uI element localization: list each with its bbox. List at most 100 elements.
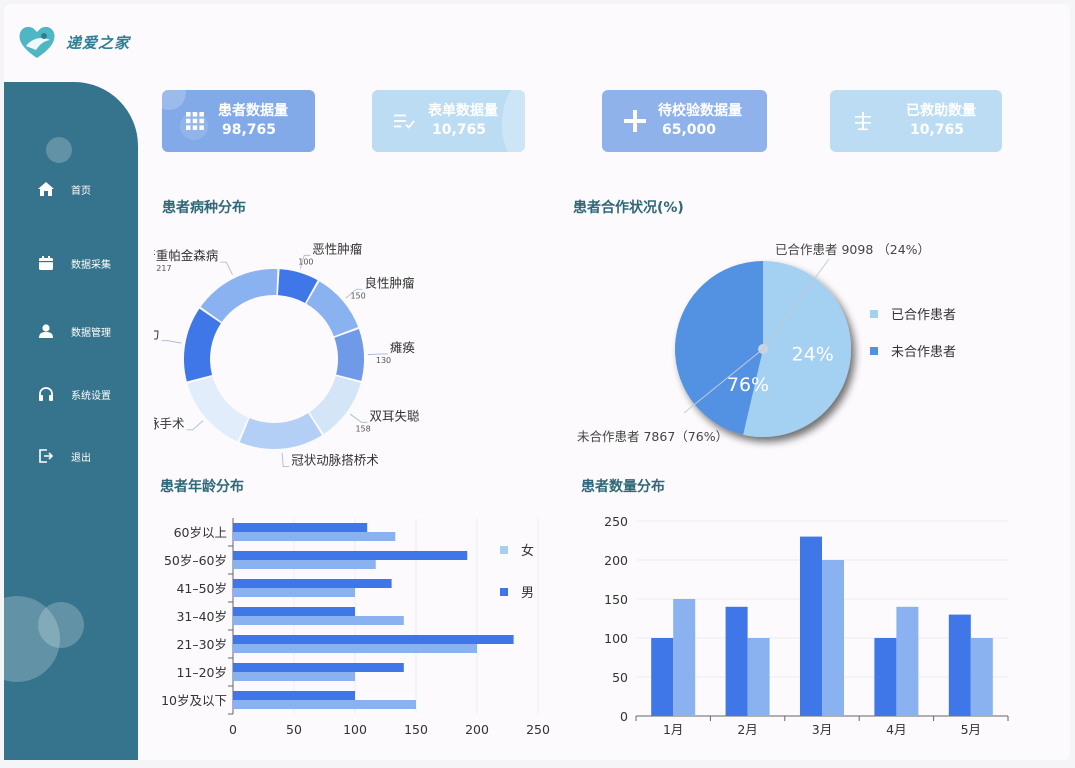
donut-leader-line	[345, 288, 363, 299]
bar-male	[233, 579, 392, 588]
x-tick-label: 0	[229, 722, 237, 737]
donut-slice-value: 150	[350, 291, 365, 300]
logout-icon	[36, 446, 56, 466]
stat-card-text: 表单数据量 10,765	[428, 102, 498, 140]
donut-slice-value: 158	[355, 424, 370, 433]
donut-slice	[309, 376, 361, 434]
stat-card-patients[interactable]: 患者数据量 98,765	[162, 90, 315, 152]
section-title-disease: 患者病种分布	[162, 200, 246, 216]
pie-legend-label: 已合作患者	[891, 308, 956, 323]
donut-leader-line	[281, 452, 290, 468]
pie-callout-label: 已合作患者 9098 （24%）	[775, 242, 930, 257]
sidebar-item-data-manage[interactable]: 数据管理	[4, 316, 138, 346]
pie-legend-swatch	[870, 347, 878, 355]
pie-percent-label: 24%	[792, 344, 834, 366]
y-tick-label: 250	[604, 514, 628, 529]
x-tick-label: 4月	[886, 722, 906, 737]
donut-slice	[184, 308, 221, 382]
x-tick-label: 150	[404, 722, 428, 737]
scale-icon	[852, 110, 874, 132]
donut-slice	[277, 269, 318, 304]
calendar-icon	[36, 253, 56, 273]
bar-series-2	[747, 638, 770, 716]
pie-slice	[675, 261, 763, 435]
y-tick-label: 31–40岁	[176, 609, 227, 624]
legend-swatch-female	[500, 546, 508, 554]
legend-swatch-male	[500, 588, 508, 596]
pie-callout-label: 未合作患者 7867（76%）	[577, 429, 728, 444]
sidebar-item-settings[interactable]: 系统设置	[4, 379, 138, 409]
bar-male	[233, 607, 355, 616]
x-tick-label: 3月	[812, 722, 832, 737]
stat-value: 10,765	[910, 122, 965, 138]
sidebar-item-label: 退出	[71, 452, 91, 464]
sidebar-item-home[interactable]: 首页	[4, 174, 138, 204]
donut-leader-line	[349, 413, 368, 423]
bar-female	[233, 700, 416, 709]
stat-card-rescued[interactable]: 已救助数量 10,765	[830, 90, 1002, 152]
donut-leader-line	[186, 420, 204, 431]
stat-card-pending[interactable]: 待校验数据量 65,000	[602, 90, 767, 152]
stat-title: 待校验数据量	[658, 103, 742, 119]
bar-female	[233, 588, 355, 597]
bar-male	[233, 663, 404, 672]
bar-male	[233, 551, 468, 560]
y-tick-label: 50岁–60岁	[164, 553, 227, 568]
y-tick-label: 11–20岁	[176, 665, 227, 680]
pie-legend-label: 未合作患者	[891, 345, 956, 360]
bar-female	[233, 616, 404, 625]
stat-card-forms[interactable]: 表单数据量 10,765	[372, 90, 525, 152]
bar-female	[233, 672, 355, 681]
sidebar-item-label: 首页	[71, 185, 91, 197]
user-icon	[36, 321, 56, 341]
stat-card-text: 患者数据量 98,765	[218, 102, 288, 140]
legend-label: 女	[521, 543, 534, 559]
donut-slice-label: 良性肿瘤	[364, 275, 415, 290]
sidebar-item-label: 数据采集	[71, 259, 111, 271]
sidebar: 首页 数据采集 数据管理 系统设置 退出	[4, 82, 138, 760]
bar-series-2	[673, 599, 696, 716]
count-bar-chart: 0 50 100 150 200 250 1月 2月 3月 4月 5月	[604, 514, 1009, 737]
bar-male	[233, 635, 514, 644]
donut-slice-label: 冠状动脉搭桥术	[291, 453, 379, 468]
decor-bubble	[162, 90, 186, 110]
bar-female	[233, 644, 477, 653]
sidebar-item-data-collect[interactable]: 数据采集	[4, 248, 138, 278]
stat-title: 表单数据量	[428, 103, 498, 119]
pie-callout-line	[762, 258, 830, 350]
pie-group	[675, 261, 851, 437]
bar-female	[233, 560, 376, 569]
stat-card-text: 已救助数量 10,765	[906, 102, 976, 140]
donut-slice	[334, 329, 364, 381]
sidebar-item-logout[interactable]: 退出	[4, 441, 138, 471]
donut-slice-label: 重症肌无力	[154, 327, 160, 342]
pie-callout-line	[683, 348, 764, 414]
legend-label: 男	[521, 586, 534, 601]
decor-dot	[46, 137, 72, 163]
stat-card-text: 待校验数据量 65,000	[658, 102, 742, 140]
x-tick-label: 5月	[961, 722, 981, 737]
plus-icon	[624, 110, 646, 132]
x-tick-label: 2月	[737, 722, 757, 737]
x-tick-label: 1月	[663, 722, 683, 737]
bar-series-2	[896, 606, 919, 716]
y-tick-label: 21–30岁	[176, 637, 227, 652]
bar-series-1	[948, 614, 971, 716]
stat-value: 65,000	[662, 122, 717, 138]
cooperation-pie-chart: 24% 76% 已合作患者 9098 （24%） 未合作患者 7867（76%） 已合作…	[577, 242, 956, 444]
bar-series-1	[651, 638, 674, 716]
logo-icon	[19, 26, 55, 58]
donut-slice-value: 217	[156, 264, 171, 273]
bar-series-2	[970, 638, 993, 716]
donut-slice-value: 100	[298, 257, 313, 266]
x-tick-label: 100	[343, 722, 367, 737]
y-tick-label: 10岁及以下	[161, 693, 227, 708]
x-tick-label: 200	[465, 722, 489, 737]
decor-bubble	[38, 602, 84, 648]
stat-value: 10,765	[432, 122, 487, 138]
pie-legend-swatch	[870, 310, 878, 318]
x-tick-label: 50	[286, 722, 302, 737]
bar-female	[233, 532, 396, 541]
sidebar-item-label: 系统设置	[71, 390, 111, 402]
bar-series-1	[725, 606, 748, 716]
